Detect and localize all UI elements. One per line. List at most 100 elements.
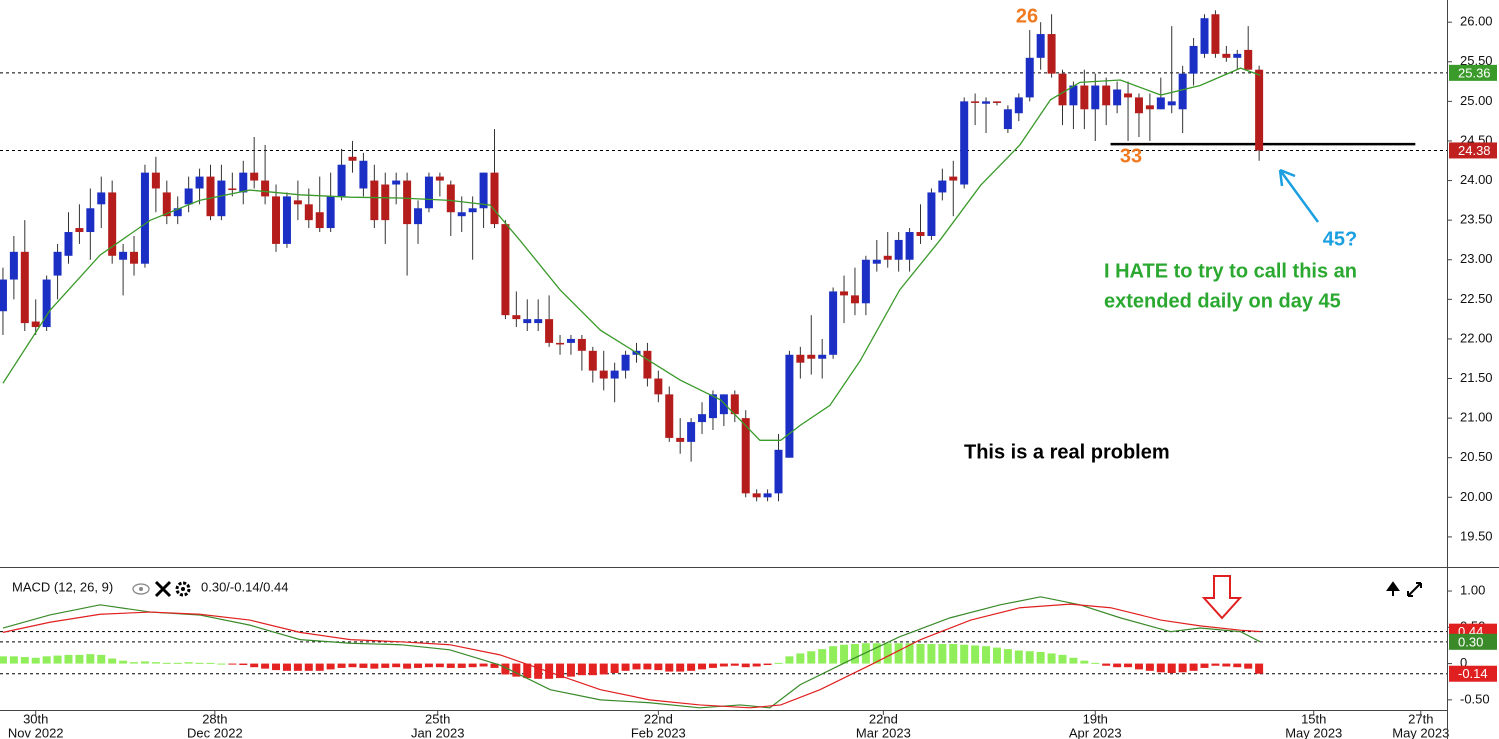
histogram-bar xyxy=(577,663,586,676)
candle-body xyxy=(435,176,444,181)
y-tick-label: 21.00 xyxy=(1460,410,1493,425)
histogram-bar xyxy=(1167,663,1176,674)
candle-body xyxy=(414,208,423,225)
candle-body xyxy=(501,224,510,316)
histogram-bar xyxy=(501,663,510,675)
macd-line xyxy=(2,596,1261,709)
candle-body xyxy=(818,354,827,359)
candle-body xyxy=(0,279,7,312)
candle-body xyxy=(599,370,608,379)
candle-body xyxy=(326,196,335,229)
level-label: -0.14 xyxy=(1458,666,1488,681)
histogram-bar xyxy=(566,663,575,677)
expand-icon[interactable] xyxy=(1407,582,1422,597)
move-up-icon[interactable] xyxy=(1386,581,1400,596)
x-tick-label: Mar 2023 xyxy=(856,725,911,739)
histogram-bar xyxy=(1036,651,1045,664)
x-tick-label: 30th xyxy=(23,711,48,726)
histogram-bar xyxy=(1058,654,1067,664)
candle-body xyxy=(1255,69,1264,151)
histogram-bar xyxy=(1244,663,1253,669)
candle-body xyxy=(31,321,40,328)
histogram-bar xyxy=(796,653,805,664)
histogram-bar xyxy=(894,643,903,664)
histogram-bar xyxy=(621,663,630,671)
y-tick-label: 25.50 xyxy=(1460,53,1493,68)
histogram-bar xyxy=(916,643,925,664)
histogram-bar xyxy=(632,663,641,670)
histogram-bar xyxy=(261,663,270,669)
level-label: 24.38 xyxy=(1458,143,1491,158)
candle-body xyxy=(654,378,663,395)
candle-body xyxy=(545,319,554,343)
candle-body xyxy=(785,354,794,458)
candle-body xyxy=(938,180,947,193)
histogram-bar xyxy=(414,663,423,668)
x-tick-label: Jan 2023 xyxy=(411,725,465,739)
candle-body xyxy=(982,101,991,104)
histogram-bar xyxy=(446,663,455,668)
histogram-bar xyxy=(282,663,291,671)
histogram-bar xyxy=(512,663,521,677)
candle-body xyxy=(173,208,182,217)
histogram-bar xyxy=(326,663,335,670)
histogram-bar xyxy=(1233,663,1242,668)
candle-body xyxy=(130,251,139,264)
y-tick-label: 23.00 xyxy=(1460,251,1493,266)
histogram-bar xyxy=(250,663,259,668)
candle-body xyxy=(490,172,499,225)
histogram-bar xyxy=(0,656,7,664)
histogram-bar xyxy=(938,643,947,664)
level-box xyxy=(1449,665,1497,682)
y-tick-label: 25.00 xyxy=(1460,93,1493,108)
candle-body xyxy=(676,437,685,442)
candle-body xyxy=(468,208,477,213)
histogram-bar xyxy=(9,656,18,664)
candle-body xyxy=(217,180,226,217)
candle-body xyxy=(392,180,401,185)
candle-body xyxy=(119,251,128,260)
close-icon[interactable] xyxy=(154,580,172,598)
x-tick-label: 19th xyxy=(1083,711,1108,726)
histogram-bar xyxy=(337,663,346,668)
histogram-bar xyxy=(1047,653,1056,664)
annotation: I HATE to try to call this an xyxy=(1104,260,1357,282)
candle-body xyxy=(861,259,870,304)
histogram-bar xyxy=(971,645,980,664)
candle-body xyxy=(1014,97,1023,114)
y-tick-label: -0.50 xyxy=(1460,691,1490,706)
histogram-bar xyxy=(381,663,390,668)
x-tick-label: May 2023 xyxy=(1285,725,1342,739)
histogram-bar xyxy=(468,663,477,668)
y-tick-label: 20.50 xyxy=(1460,449,1493,464)
histogram-bar xyxy=(818,649,827,664)
histogram-bar xyxy=(435,663,444,668)
candle-body xyxy=(261,180,270,197)
candle-body xyxy=(42,279,51,328)
histogram-bar xyxy=(130,662,139,664)
settings-icon[interactable] xyxy=(175,581,191,597)
candle-body xyxy=(850,295,859,304)
histogram-bar xyxy=(1255,663,1264,674)
x-tick-label: 25th xyxy=(425,711,450,726)
histogram-bar xyxy=(1124,663,1133,668)
candle-body xyxy=(140,172,149,264)
candle-body xyxy=(807,354,816,359)
histogram-bar xyxy=(1145,663,1154,671)
candle-body xyxy=(282,196,291,244)
candle-body xyxy=(872,259,881,264)
candle-body xyxy=(239,172,248,193)
eye-icon[interactable] xyxy=(132,583,150,595)
y-tick-label: 20.00 xyxy=(1460,489,1493,504)
histogram-bar xyxy=(840,644,849,664)
level-box xyxy=(1449,64,1497,81)
candle-body xyxy=(108,192,117,256)
histogram-bar xyxy=(348,663,357,668)
histogram-bar xyxy=(97,654,106,664)
x-tick-label: Nov 2022 xyxy=(8,725,64,739)
histogram-bar xyxy=(304,663,313,671)
candle-body xyxy=(1058,73,1067,106)
candle-body xyxy=(730,394,739,415)
histogram-bar xyxy=(359,663,368,668)
